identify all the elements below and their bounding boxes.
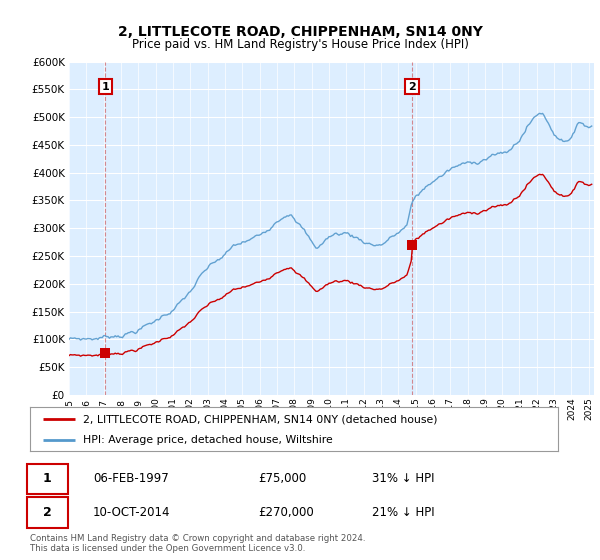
Text: Price paid vs. HM Land Registry's House Price Index (HPI): Price paid vs. HM Land Registry's House … <box>131 38 469 52</box>
Text: 06-FEB-1997: 06-FEB-1997 <box>93 472 169 486</box>
Text: This data is licensed under the Open Government Licence v3.0.: This data is licensed under the Open Gov… <box>30 544 305 553</box>
Text: £270,000: £270,000 <box>258 506 314 519</box>
Text: 21% ↓ HPI: 21% ↓ HPI <box>372 506 434 519</box>
Text: 2, LITTLECOTE ROAD, CHIPPENHAM, SN14 0NY: 2, LITTLECOTE ROAD, CHIPPENHAM, SN14 0NY <box>118 26 482 39</box>
Text: £75,000: £75,000 <box>258 472 306 486</box>
Text: Contains HM Land Registry data © Crown copyright and database right 2024.: Contains HM Land Registry data © Crown c… <box>30 534 365 543</box>
Text: HPI: Average price, detached house, Wiltshire: HPI: Average price, detached house, Wilt… <box>83 435 332 445</box>
Text: 2: 2 <box>408 82 416 92</box>
Text: 10-OCT-2014: 10-OCT-2014 <box>93 506 170 519</box>
Text: 1: 1 <box>101 82 109 92</box>
Text: 31% ↓ HPI: 31% ↓ HPI <box>372 472 434 486</box>
Text: 2, LITTLECOTE ROAD, CHIPPENHAM, SN14 0NY (detached house): 2, LITTLECOTE ROAD, CHIPPENHAM, SN14 0NY… <box>83 414 437 424</box>
Text: 2: 2 <box>43 506 52 519</box>
Text: 1: 1 <box>43 472 52 486</box>
